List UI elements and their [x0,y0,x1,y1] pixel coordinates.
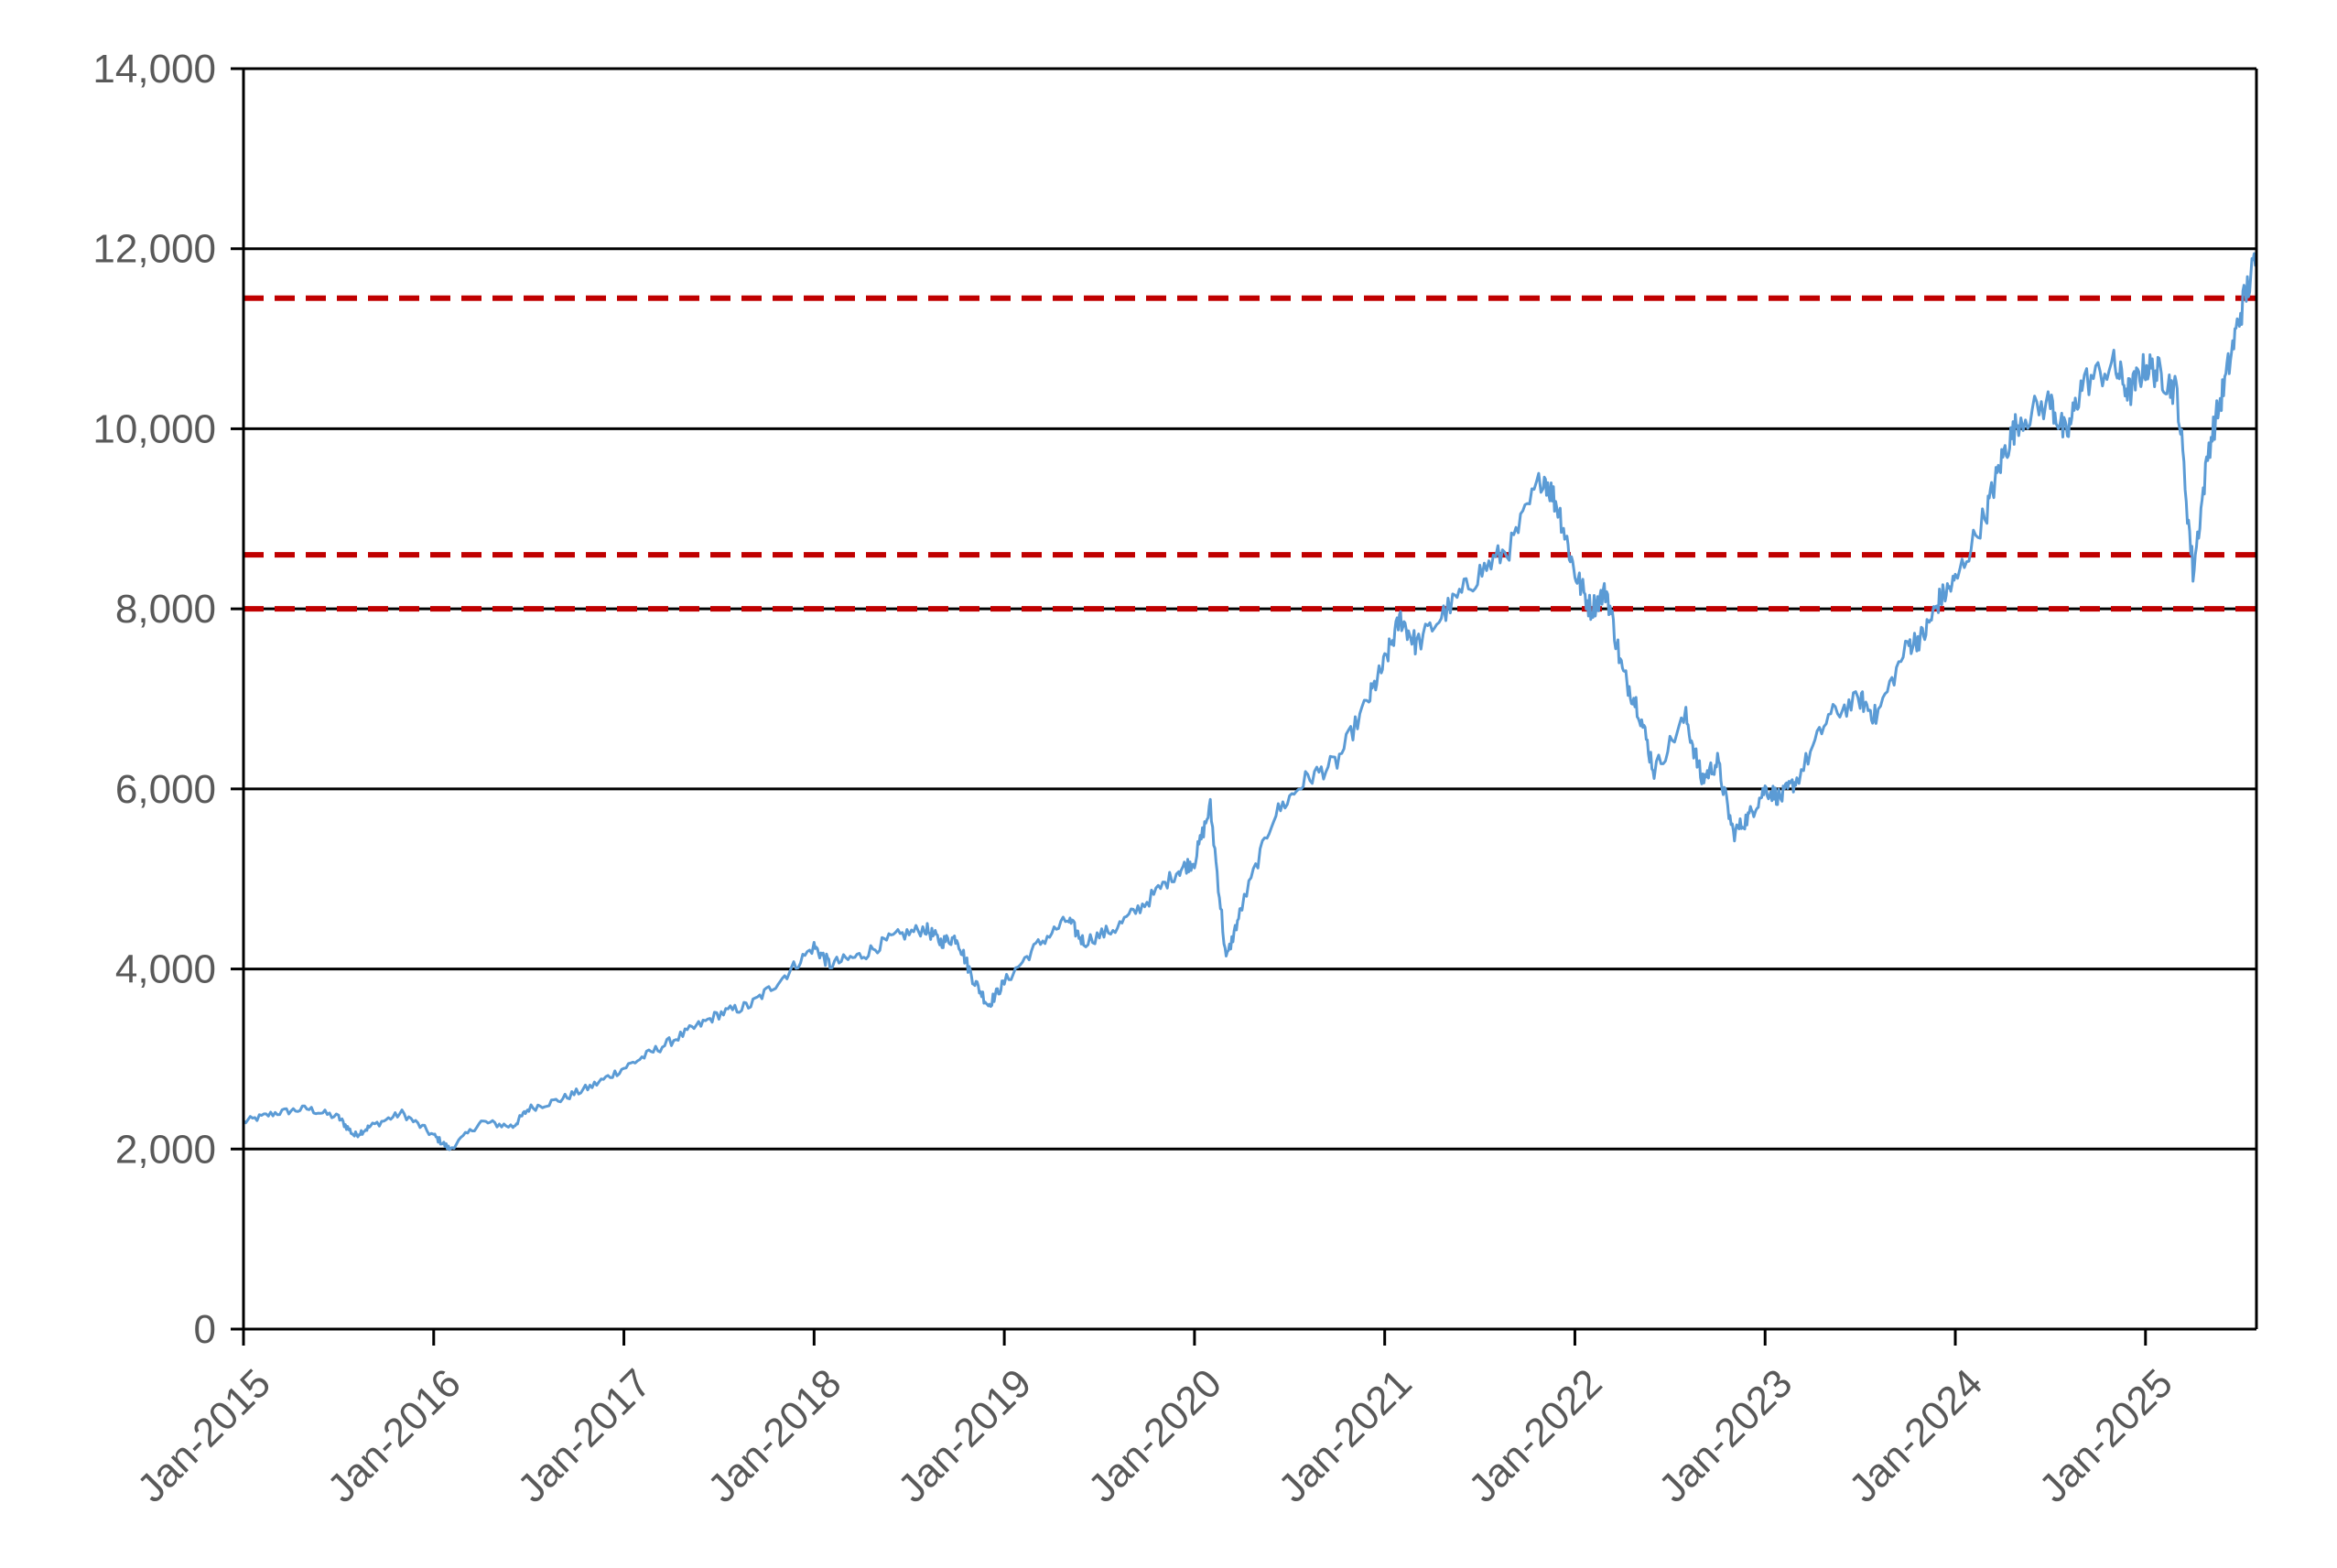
x-tick-label: Jan-2025 [2031,1360,2181,1510]
reference-lines [243,295,2256,612]
x-tick-label: Jan-2018 [699,1360,849,1510]
y-tick-label: 0 [194,1307,216,1352]
y-tick-label: 14,000 [92,47,216,92]
x-tick-label: Jan-2016 [319,1360,470,1510]
series-line-0 [243,252,2258,1152]
x-tick-label: Jan-2024 [1841,1360,1991,1510]
x-axis-tick-labels: Jan-2015 Jan-2016 Jan-2017 Jan-2018 Jan-2019… [129,1360,2181,1510]
y-tick-label: 8,000 [115,587,216,632]
y-tick-label: 2,000 [115,1127,216,1172]
x-tick-label: Jan-2020 [1080,1360,1230,1510]
x-tick-label: Jan-2022 [1460,1360,1610,1510]
y-tick-label: 10,000 [92,406,216,451]
axes [231,67,2258,1346]
y-axis-tick-labels: 0 2,000 4,000 6,000 8,000 10,000 12,000 14,000 [92,47,216,1352]
x-tick-label: Jan-2019 [890,1360,1040,1510]
series-layer [243,252,2258,1152]
x-tick-label: Jan-2023 [1650,1360,1801,1510]
x-tick-label: Jan-2015 [129,1360,279,1510]
x-tick-label: Jan-2017 [509,1360,659,1510]
y-tick-label: 12,000 [92,227,216,272]
y-tick-label: 6,000 [115,767,216,812]
y-tick-label: 4,000 [115,947,216,992]
x-tick-label: Jan-2021 [1270,1360,1420,1510]
